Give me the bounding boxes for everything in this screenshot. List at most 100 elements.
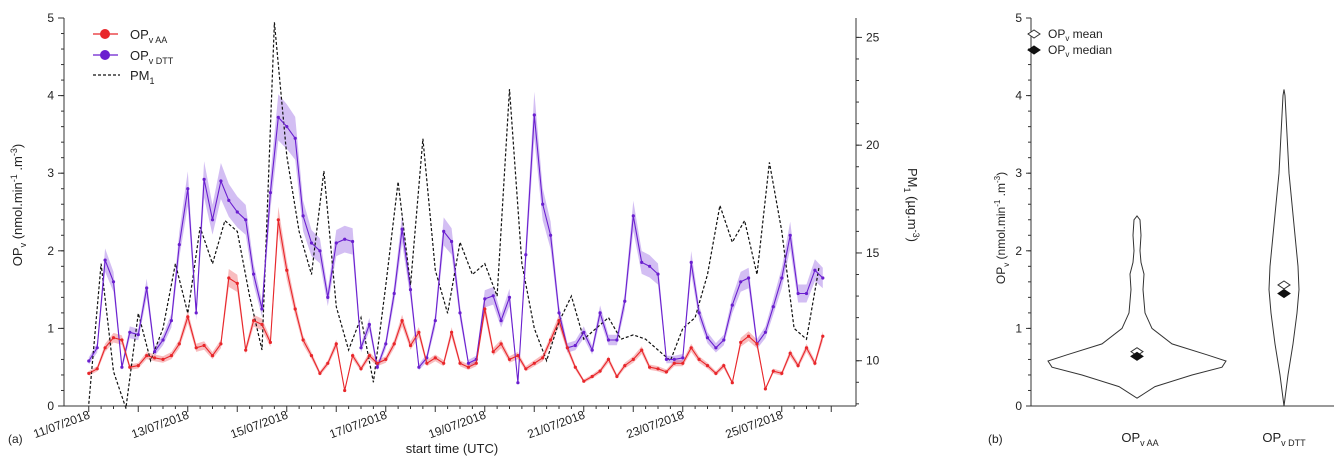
dtt-point bbox=[186, 187, 190, 191]
dtt-point bbox=[244, 218, 248, 222]
aa-point bbox=[672, 361, 676, 365]
dtt-point bbox=[516, 381, 520, 385]
dtt-point bbox=[466, 361, 470, 365]
svg-text:OPv median: OPv median bbox=[1048, 43, 1112, 59]
dtt-point bbox=[458, 311, 462, 315]
right-y-axis-label: PM1 (µg.m-3) bbox=[902, 168, 921, 242]
dtt-point bbox=[771, 305, 775, 309]
dtt-point bbox=[343, 237, 347, 241]
left-y-axis-label: OPv (nmol.min-1 .m-3) bbox=[9, 144, 28, 266]
aa-point bbox=[103, 346, 107, 350]
dtt-line bbox=[88, 114, 824, 383]
aa-point bbox=[681, 361, 685, 365]
dtt-point bbox=[813, 268, 817, 272]
dtt-point bbox=[87, 359, 91, 363]
aa-point bbox=[573, 365, 577, 369]
aa-point bbox=[87, 371, 91, 375]
aa-point bbox=[177, 342, 181, 346]
dtt-point bbox=[780, 276, 784, 280]
violin-y-axis-ticks: 0 1 2 3 4 5 bbox=[1015, 11, 1031, 413]
aa-point bbox=[433, 356, 437, 360]
violin-median-marker bbox=[1130, 351, 1144, 361]
dtt-point bbox=[714, 346, 718, 350]
dtt-point bbox=[804, 291, 809, 296]
aa-point bbox=[235, 281, 239, 285]
panel-label-a: (a) bbox=[8, 432, 23, 446]
aa-point bbox=[541, 356, 545, 360]
dtt-point bbox=[656, 272, 660, 276]
aa-point bbox=[821, 334, 825, 338]
aa-point bbox=[161, 357, 165, 361]
legend-entry-aa: OPv AA bbox=[93, 27, 167, 45]
dtt-point bbox=[648, 264, 652, 268]
dtt-point bbox=[796, 291, 800, 296]
dtt-point bbox=[235, 210, 239, 214]
left-y-tick-label: 1 bbox=[47, 321, 54, 335]
dtt-point bbox=[821, 276, 825, 280]
dtt-point bbox=[606, 338, 611, 342]
dtt-point bbox=[128, 330, 132, 334]
aa-point bbox=[326, 361, 330, 365]
aa-point bbox=[194, 346, 198, 350]
aa-point bbox=[95, 367, 99, 371]
dtt-point bbox=[227, 198, 231, 202]
right-y-tick-label: 25 bbox=[866, 30, 880, 44]
aa-point bbox=[227, 276, 231, 280]
dtt-point bbox=[499, 319, 503, 323]
dtt-point bbox=[293, 136, 297, 140]
aa-point bbox=[301, 338, 305, 342]
violin-y-tick-label: 3 bbox=[1015, 166, 1022, 180]
dtt-point bbox=[557, 311, 561, 315]
x-tick-label: 15/07/2018 bbox=[229, 408, 291, 442]
aa-point bbox=[664, 370, 669, 374]
legend-entry-mean: OPv mean bbox=[1027, 27, 1103, 43]
dtt-point bbox=[582, 330, 586, 334]
aa-point bbox=[285, 268, 289, 272]
aa-point bbox=[186, 315, 190, 319]
left-legend: OPv AA OPv DTT PM1 bbox=[93, 27, 174, 86]
x-tick-label: 13/07/2018 bbox=[130, 408, 192, 442]
aa-point bbox=[111, 336, 116, 340]
dtt-point bbox=[491, 294, 495, 298]
dtt-point bbox=[268, 191, 272, 195]
aa-point bbox=[640, 348, 644, 352]
x-tick-label: 21/07/2018 bbox=[526, 408, 588, 442]
violin-y-tick-label: 4 bbox=[1015, 89, 1022, 103]
aa-point bbox=[755, 342, 759, 346]
aa-point bbox=[400, 319, 404, 323]
dtt-point bbox=[351, 239, 355, 244]
legend-entry-dtt: OPv DTT bbox=[93, 48, 174, 66]
aa-point bbox=[648, 365, 652, 369]
legend-entry-pm1: PM1 bbox=[93, 68, 155, 86]
dtt-point bbox=[95, 346, 99, 350]
aa-point bbox=[796, 364, 800, 368]
dtt-point bbox=[549, 233, 553, 237]
left-y-tick-label: 5 bbox=[47, 11, 54, 25]
aa-point bbox=[813, 361, 817, 365]
aa-point bbox=[763, 387, 768, 391]
aa-point bbox=[739, 340, 743, 344]
aa-point bbox=[722, 364, 726, 368]
dtt-point bbox=[788, 233, 792, 237]
aa-point bbox=[507, 357, 512, 361]
dtt-point bbox=[334, 241, 338, 245]
aa-line bbox=[88, 219, 824, 391]
aa-point bbox=[136, 364, 140, 368]
violin-y-tick-label: 0 bbox=[1015, 399, 1022, 413]
dtt-point bbox=[590, 348, 594, 352]
aa-point bbox=[491, 350, 495, 354]
dtt-point bbox=[219, 179, 223, 183]
dtt-point bbox=[763, 330, 768, 334]
aa-point bbox=[565, 346, 570, 350]
aa-point bbox=[747, 334, 751, 338]
violin-y-tick-label: 2 bbox=[1015, 244, 1022, 258]
right-y-tick-label: 15 bbox=[866, 246, 880, 260]
aa-point bbox=[631, 357, 635, 361]
aa-point bbox=[351, 354, 355, 358]
aa-point bbox=[458, 361, 462, 365]
dtt-point bbox=[615, 338, 619, 342]
right-y-axis-ticks: 10 15 20 25 bbox=[856, 30, 880, 405]
left-y-tick-label: 4 bbox=[47, 89, 54, 103]
aa-point bbox=[483, 307, 487, 311]
aa-point bbox=[202, 343, 206, 348]
